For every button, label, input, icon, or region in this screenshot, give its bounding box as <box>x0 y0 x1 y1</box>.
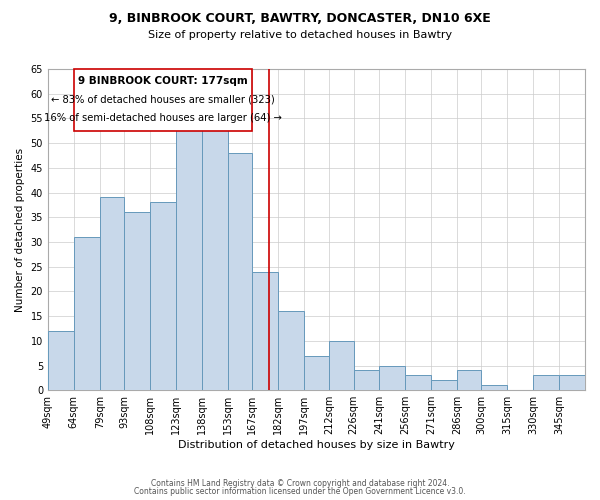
Bar <box>74 237 100 390</box>
Bar <box>406 376 431 390</box>
Bar <box>329 341 353 390</box>
Bar <box>227 153 251 390</box>
Bar <box>100 198 124 390</box>
Bar <box>304 356 329 390</box>
Text: 9 BINBROOK COURT: 177sqm: 9 BINBROOK COURT: 177sqm <box>78 76 248 86</box>
Bar <box>150 202 176 390</box>
Text: Size of property relative to detached houses in Bawtry: Size of property relative to detached ho… <box>148 30 452 40</box>
Bar <box>251 272 278 390</box>
Y-axis label: Number of detached properties: Number of detached properties <box>15 148 25 312</box>
Bar <box>278 311 304 390</box>
Bar <box>202 124 227 390</box>
Text: 9, BINBROOK COURT, BAWTRY, DONCASTER, DN10 6XE: 9, BINBROOK COURT, BAWTRY, DONCASTER, DN… <box>109 12 491 26</box>
X-axis label: Distribution of detached houses by size in Bawtry: Distribution of detached houses by size … <box>178 440 455 450</box>
Text: ← 83% of detached houses are smaller (323): ← 83% of detached houses are smaller (32… <box>51 94 275 104</box>
Bar <box>353 370 379 390</box>
Bar <box>48 331 74 390</box>
FancyBboxPatch shape <box>74 69 251 131</box>
Text: Contains HM Land Registry data © Crown copyright and database right 2024.: Contains HM Land Registry data © Crown c… <box>151 478 449 488</box>
Bar <box>124 212 150 390</box>
Bar <box>457 370 481 390</box>
Bar <box>431 380 457 390</box>
Text: 16% of semi-detached houses are larger (64) →: 16% of semi-detached houses are larger (… <box>44 113 281 123</box>
Bar <box>533 376 559 390</box>
Bar <box>481 386 507 390</box>
Bar <box>379 366 406 390</box>
Text: Contains public sector information licensed under the Open Government Licence v3: Contains public sector information licen… <box>134 487 466 496</box>
Bar <box>176 128 202 390</box>
Bar <box>559 376 585 390</box>
